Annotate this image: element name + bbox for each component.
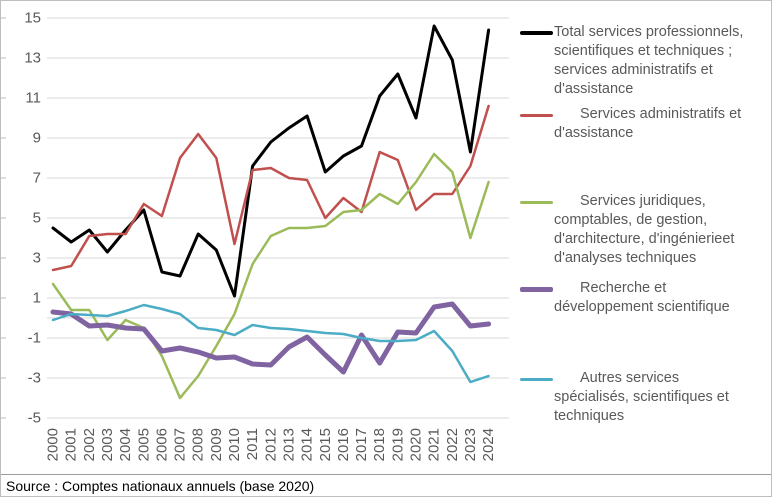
x-axis-label: 2002: [81, 428, 98, 461]
legend-item-total: Total services professionnels, scientifi…: [516, 23, 770, 99]
source-bar: Source : Comptes nationaux annuels (base…: [1, 474, 771, 496]
y-axis-label: 1: [33, 290, 41, 307]
legend-label-autres: Autres services spécialisés, scientifiqu…: [554, 370, 729, 424]
source-text: Source : Comptes nationaux annuels (base…: [6, 478, 315, 494]
series-line-juridiques: [51, 152, 490, 400]
y-axis-label: -5: [28, 410, 41, 427]
x-axis-label: 2001: [63, 428, 80, 461]
series-line-recherche: [50, 301, 492, 375]
y-axis-label: 3: [33, 250, 41, 267]
y-axis-label: -3: [28, 370, 41, 387]
x-axis-label: 2010: [226, 428, 243, 461]
legend-label-juridiques: Services juridiques, comptables, de gest…: [554, 193, 735, 266]
x-axis-label: 2000: [45, 428, 62, 461]
series-line-admin: [51, 104, 490, 272]
y-axis-label: 5: [33, 210, 41, 227]
x-axis-label: 2013: [280, 428, 297, 461]
x-axis-label: 2008: [190, 428, 207, 461]
series-line-total: [51, 24, 491, 298]
legend-label-admin: Services administratifs et d'assistance: [554, 106, 742, 141]
legend-item-juridiques: Services juridiques, comptables, de gest…: [516, 192, 770, 268]
y-axis-label: 7: [33, 170, 41, 187]
chart-legend: Total services professionnels, scientifi…: [516, 1, 770, 473]
y-axis-label: 11: [25, 90, 41, 107]
y-axis-label: 15: [24, 10, 41, 27]
x-axis-label: 2005: [135, 428, 152, 461]
x-axis-label: 2004: [117, 428, 134, 461]
legend-marker-recherche: [520, 286, 553, 292]
x-axis-label: 2022: [444, 428, 461, 461]
legend-item-admin: Services administratifs et d'assistance: [516, 105, 770, 143]
x-axis-label: 2007: [172, 428, 189, 461]
y-axis-label: 13: [24, 50, 41, 67]
legend-label-recherche: Recherche et développement scientifique: [554, 280, 730, 315]
x-axis-label: 2018: [371, 428, 388, 461]
x-axis-label: 2023: [462, 428, 479, 461]
x-axis-label: 2019: [389, 428, 406, 461]
x-axis-label: 2003: [99, 428, 116, 461]
x-axis-label: 2024: [480, 428, 497, 461]
x-axis-label: 2012: [262, 428, 279, 461]
x-axis-label: 2011: [244, 428, 261, 460]
x-axis-label: 2009: [208, 428, 225, 461]
legend-marker-autres: [520, 377, 553, 381]
y-axis-label: -1: [28, 330, 41, 347]
legend-marker-admin: [520, 113, 553, 117]
x-axis-label: 2020: [408, 428, 425, 461]
x-axis-label: 2016: [335, 428, 352, 461]
x-axis-label: 2014: [299, 428, 316, 461]
x-axis-label: 2021: [426, 428, 443, 461]
x-axis-label: 2006: [153, 428, 170, 461]
x-axis-label: 2015: [317, 428, 334, 461]
legend-item-autres: Autres services spécialisés, scientifiqu…: [516, 369, 770, 426]
y-axis-label: 9: [33, 130, 41, 147]
legend-marker-juridiques: [520, 200, 553, 204]
legend-label-total: Total services professionnels, scientifi…: [554, 24, 744, 97]
x-axis-label: 2017: [353, 428, 370, 461]
legend-marker-total: [520, 31, 553, 35]
series-line-autres: [51, 303, 490, 384]
legend-item-recherche: Recherche et développement scientifique: [516, 279, 770, 317]
